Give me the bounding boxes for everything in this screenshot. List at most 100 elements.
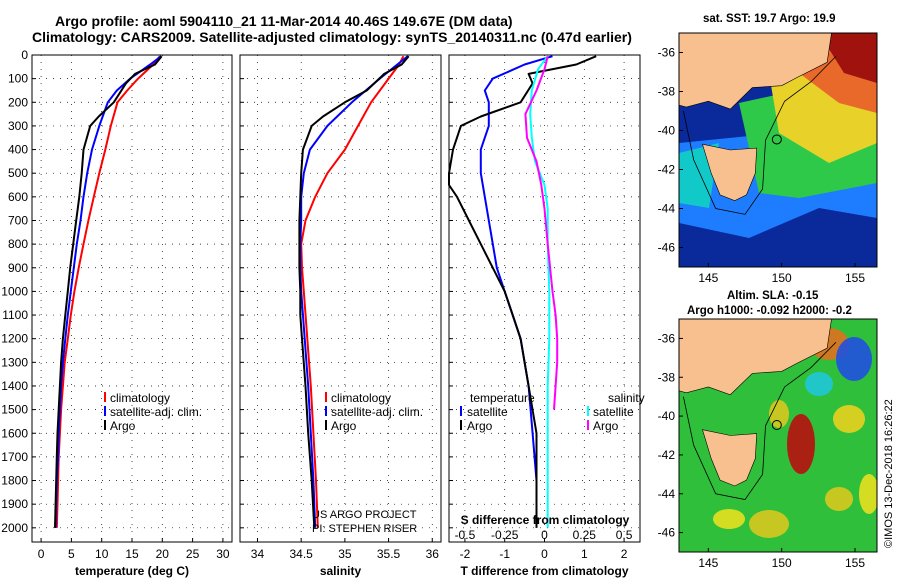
title-line-1: Argo profile: aoml 5904110_21 11-Mar-201…	[55, 13, 513, 29]
map-x-tick-label: 150	[772, 271, 792, 285]
depth-tick-label: 400	[8, 143, 28, 157]
map-y-tick-label: -36	[658, 46, 676, 60]
depth-tick-label: 300	[8, 119, 28, 133]
x-tick-label: 25	[186, 547, 200, 561]
x-axis-label: temperature (deg C)	[75, 564, 189, 578]
panel-frame	[239, 54, 442, 543]
mainland-australia	[679, 33, 832, 110]
legend-entry: Argo	[593, 419, 619, 433]
secondary-tick-label: 0.5	[616, 528, 633, 542]
legend-group-title: salinity	[608, 391, 645, 405]
depth-tick-label: 1600	[1, 426, 28, 440]
depth-contour	[683, 342, 837, 501]
legend-entry: satellite	[467, 405, 508, 419]
map-y-tick-label: -46	[658, 526, 676, 540]
mainland-australia	[679, 319, 832, 396]
depth-tick-label: 1300	[1, 355, 28, 369]
depth-tick-label: 1500	[1, 403, 28, 417]
depth-tick-label: 100	[8, 72, 28, 86]
annotation-text: PI: STEPHEN RISER	[312, 523, 417, 535]
panel-frame	[448, 54, 641, 543]
legend-entry: Argo	[467, 419, 493, 433]
map-y-tick-label: -40	[658, 409, 676, 423]
depth-tick-label: 1900	[1, 497, 28, 511]
map-x-tick-label: 145	[698, 271, 718, 285]
secondary-tick-label: -0.25	[491, 528, 519, 542]
map-y-tick-label: -40	[658, 124, 676, 138]
depth-tick-label: 800	[8, 237, 28, 251]
depth-tick-label: 600	[8, 190, 28, 204]
legend-entry: climatology	[110, 391, 170, 405]
depth-tick-label: 1200	[1, 332, 28, 346]
depth-tick-label: 1100	[2, 308, 28, 322]
sla-anomaly-blob	[787, 414, 815, 474]
map-y-tick-label: -42	[658, 163, 676, 177]
series-line-climatology	[300, 55, 405, 528]
series-line-salinity-argo	[524, 55, 559, 410]
legend-entry: satellite	[593, 405, 634, 419]
legend-group-title: temperature	[470, 391, 535, 405]
sst-map-title: sat. SST: 19.7 Argo: 19.9	[703, 13, 836, 25]
sla-anomaly-blob	[833, 405, 865, 433]
secondary-tick-label: 0	[541, 528, 548, 542]
map-content	[679, 319, 877, 552]
map-x-tick-label: 155	[845, 271, 865, 285]
series-line-argo	[54, 55, 163, 528]
x-tick-label: 2	[621, 547, 628, 561]
sla-map-title-line-1: Altim. SLA: -0.15	[727, 290, 819, 302]
map-y-tick-label: -42	[658, 448, 676, 462]
map-y-tick-label: -46	[658, 241, 676, 255]
sla-map-title-line-2: Argo h1000: -0.092 h2000: -0.2	[687, 305, 852, 317]
depth-tick-label: 2000	[1, 521, 28, 535]
series-line-salinity-satellite	[529, 55, 551, 528]
depth-tick-label: 500	[8, 166, 28, 180]
x-tick-label: 15	[125, 547, 139, 561]
secondary-tick-label: -0.5	[455, 528, 476, 542]
depth-tick-label: 700	[8, 213, 28, 227]
tasmania	[702, 429, 758, 487]
legend-entry: Argo	[331, 419, 357, 433]
series-line-argo	[448, 55, 597, 528]
map-frame	[678, 318, 878, 553]
series-line-argo	[298, 55, 410, 528]
x-tick-label: 35	[338, 547, 352, 561]
x-tick-label: 30	[216, 547, 230, 561]
depth-tick-label: 1000	[1, 284, 28, 298]
sla-anomaly-blob	[825, 487, 853, 511]
sla-anomaly-blob	[749, 510, 789, 538]
series-line-satellite-adj-clim-	[54, 55, 162, 528]
x-tick-label: 0	[541, 547, 548, 561]
depth-tick-label: 900	[8, 261, 28, 275]
sla-anomaly-blob	[836, 337, 872, 381]
sla-anomaly-blob	[713, 509, 745, 529]
depth-tick-label: 1800	[1, 474, 28, 488]
map-content	[679, 33, 877, 267]
map-frame	[678, 32, 878, 268]
depth-tick-label: 200	[8, 95, 28, 109]
title-line-2: Climatology: CARS2009. Satellite-adjuste…	[32, 29, 632, 45]
map-x-tick-label: 150	[772, 556, 792, 570]
x-tick-label: 34	[251, 547, 265, 561]
map-y-tick-label: -44	[658, 202, 676, 216]
map-x-tick-label: 145	[698, 556, 718, 570]
x-tick-label: -2	[460, 547, 471, 561]
secondary-tick-label: 0.25	[573, 528, 597, 542]
map-y-tick-label: -36	[658, 331, 676, 345]
sla-anomaly-blob	[805, 372, 833, 396]
tasmania	[702, 143, 758, 202]
legend-entry: Argo	[110, 419, 136, 433]
x-tick-label: 20	[156, 547, 170, 561]
map-y-tick-label: -44	[658, 487, 676, 501]
x-tick-label: -1	[499, 547, 510, 561]
annotation-text: US ARGO PROJECT	[312, 509, 417, 521]
legend-entry: satellite-adj. clim.	[110, 405, 202, 419]
depth-tick-label: 0	[21, 48, 28, 62]
map-y-tick-label: -38	[658, 370, 676, 384]
float-position-marker	[771, 420, 782, 431]
float-position-marker	[771, 134, 782, 145]
sst-map	[678, 32, 878, 268]
x-axis-label: salinity	[320, 564, 362, 578]
map-y-tick-label: -38	[658, 85, 676, 99]
secondary-axis-label: S difference from climatology	[461, 513, 630, 527]
